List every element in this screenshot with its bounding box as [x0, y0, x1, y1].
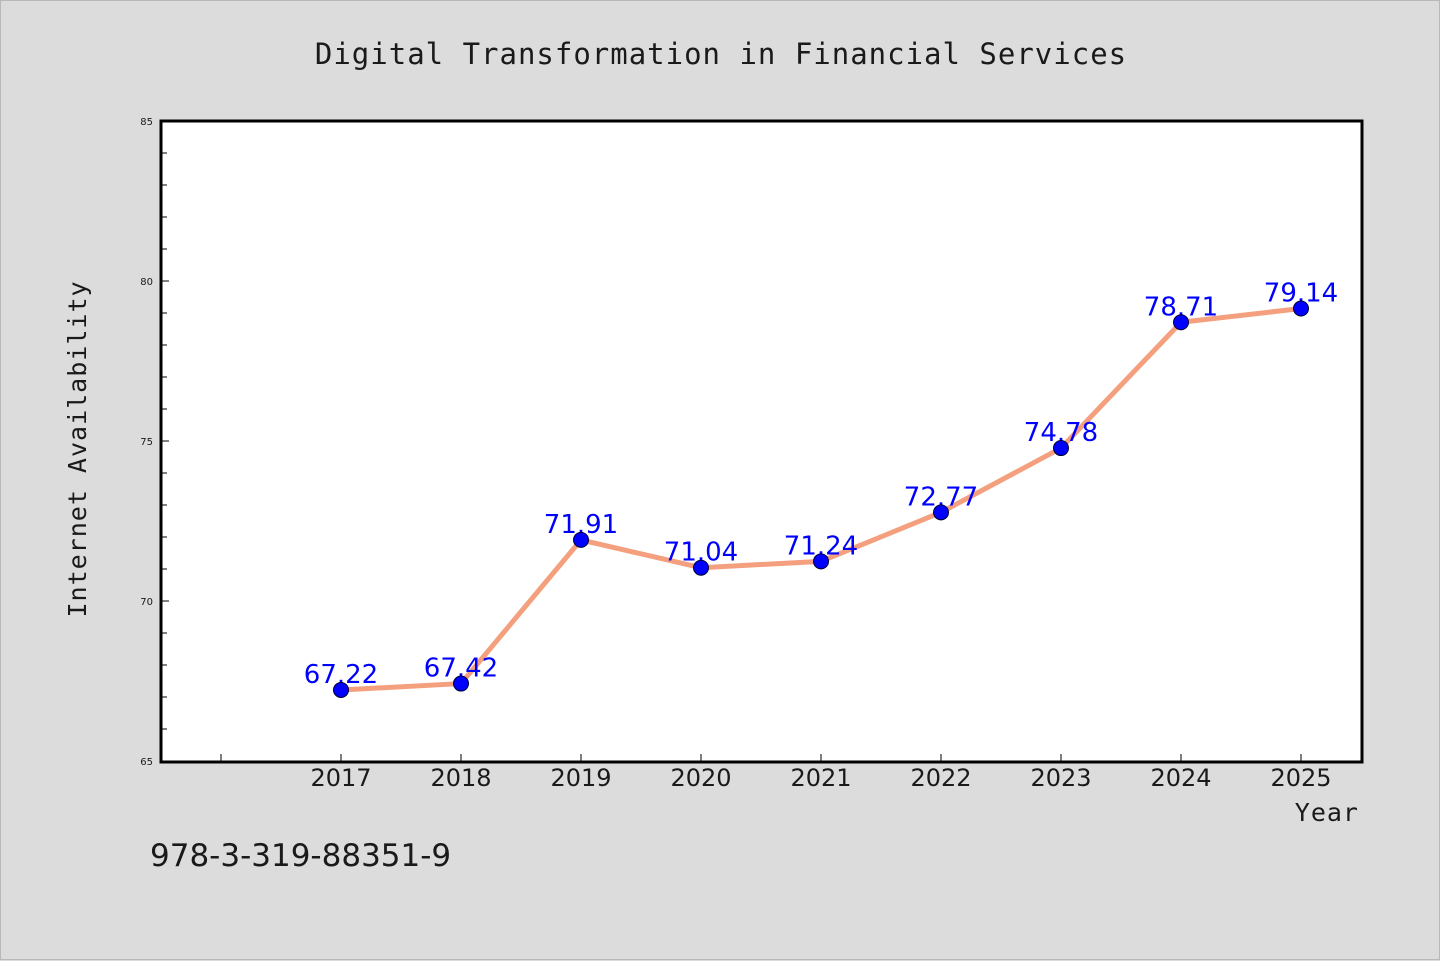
- plot-area: [159, 119, 1364, 764]
- x-axis-label: Year: [1295, 798, 1359, 827]
- y-tick-label: 65: [140, 757, 153, 768]
- data-point: [813, 553, 829, 570]
- data-point: [573, 531, 589, 548]
- y-axis: 65 70 75 80 85: [140, 117, 169, 768]
- x-axis: 2017 2018 2019 2020 2021 2022 2023 2024 2025: [220, 754, 1332, 792]
- x-tick-label: 2017: [310, 764, 371, 792]
- x-tick-label: 2024: [1150, 764, 1211, 792]
- x-tick-label: 2025: [1270, 764, 1331, 792]
- x-tick-label: 2023: [1030, 764, 1091, 792]
- data-point: [1173, 314, 1189, 331]
- data-point: [1293, 300, 1309, 317]
- x-tick-label: 2019: [550, 764, 611, 792]
- chart-title: Digital Transformation in Financial Serv…: [315, 37, 1127, 71]
- y-tick-label: 70: [140, 597, 153, 608]
- x-tick-label: 2021: [790, 764, 851, 792]
- x-tick-label: 2022: [910, 764, 971, 792]
- data-point: [1053, 440, 1069, 457]
- footer-code: 978-3-319-88351-9: [150, 838, 451, 874]
- x-tick-label: 2018: [430, 764, 491, 792]
- y-axis-label: Internet Availability: [63, 280, 92, 617]
- data-point: [453, 675, 469, 692]
- data-point: [933, 504, 949, 521]
- x-tick-label: 2020: [670, 764, 731, 792]
- data-point: [333, 681, 349, 698]
- y-tick-label: 80: [140, 277, 153, 288]
- y-tick-label: 75: [140, 437, 153, 448]
- data-point: [693, 559, 709, 576]
- y-tick-label: 85: [140, 117, 153, 128]
